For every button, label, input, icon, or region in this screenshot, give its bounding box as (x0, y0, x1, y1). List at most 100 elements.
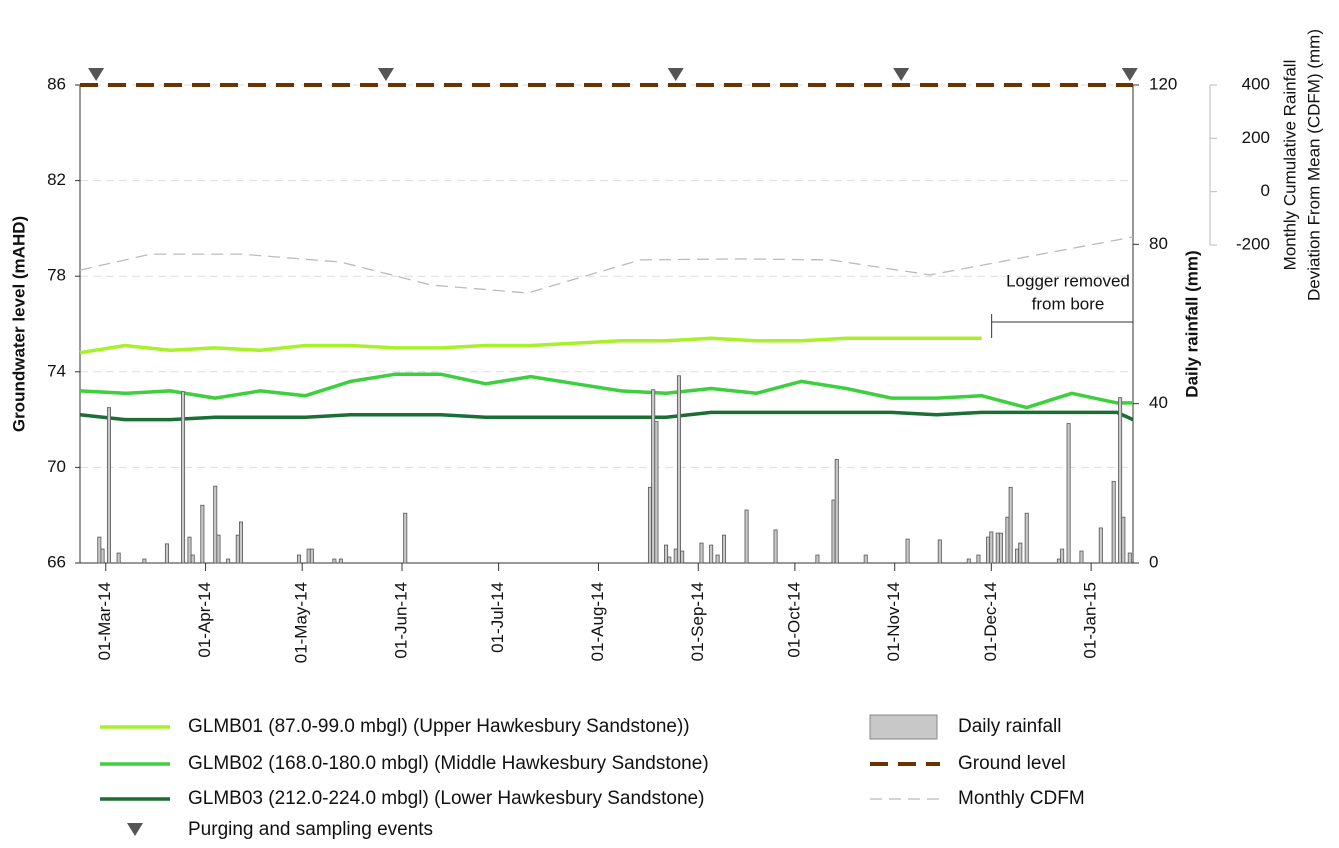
rain-bar (106, 407, 111, 564)
rain-bar (1060, 548, 1065, 564)
legend-label: GLMB02 (168.0-180.0 mbgl) (Middle Hawkes… (188, 753, 709, 774)
rain-bar (296, 554, 301, 564)
legend-label: Ground level (958, 753, 1066, 774)
event-marker (1121, 68, 1138, 81)
rain-bar (1015, 548, 1020, 564)
rain-bar (966, 558, 971, 564)
legend-swatch (869, 714, 938, 740)
y2-tick-label: 80 (1149, 234, 1168, 253)
rain-bar (309, 548, 314, 564)
rain-bar (995, 532, 1000, 564)
rain-bar (998, 532, 1003, 564)
series-line (79, 336, 982, 355)
y-tick-label: 82 (47, 170, 66, 189)
rain-bar (200, 504, 205, 564)
legend-label: Purging and sampling events (188, 819, 433, 840)
rain-bar (773, 529, 778, 564)
rain-bar (673, 548, 678, 564)
y3-axis-title: Deviation From Mean (CDFM) (mm) (1304, 29, 1323, 301)
rain-bar (1079, 550, 1084, 564)
rain-bar (1127, 552, 1132, 564)
y3-tick-label: 400 (1242, 74, 1270, 93)
rain-bar (1121, 516, 1126, 564)
x-tick-label: 01-May-14 (292, 582, 311, 663)
x-tick-label: 01-Dec-14 (981, 582, 1000, 661)
event-marker (893, 68, 910, 81)
rain-bar (905, 538, 910, 564)
rain-bar (831, 499, 836, 564)
rain-bar (142, 558, 147, 564)
y-tick-label: 78 (47, 266, 66, 285)
rain-bar (989, 531, 994, 564)
rain-bar (187, 536, 192, 564)
y3-tick-label: 0 (1261, 181, 1270, 200)
rain-bar (332, 558, 337, 564)
rain-bar (709, 544, 714, 564)
rain-bar (676, 375, 681, 564)
event-marker (377, 68, 394, 81)
rain-bar (647, 486, 652, 564)
legend-label: Daily rainfall (958, 716, 1061, 737)
x-tick-label: 01-Oct-14 (784, 582, 803, 658)
rain-bar (744, 509, 749, 564)
rain-bar (667, 556, 672, 564)
rain-bar (1118, 397, 1123, 564)
y2-tick-label: 120 (1149, 74, 1177, 93)
legend-label: Monthly CDFM (958, 788, 1085, 809)
y2-axis-title: Daily rainfall (mm) (1182, 250, 1201, 397)
rain-bar (1024, 512, 1029, 564)
y3-tick-label: 200 (1242, 128, 1270, 147)
rain-bar (338, 558, 343, 564)
annotation: from bore (1032, 294, 1105, 313)
rain-bar (190, 554, 195, 564)
x-tick-label: 01-Aug-14 (588, 582, 607, 661)
rain-bar (306, 548, 311, 564)
rain-bar (1056, 558, 1061, 564)
rain-bar (699, 542, 704, 564)
x-tick-label: 01-Nov-14 (884, 582, 903, 661)
rain-bar (863, 554, 868, 564)
rain-bar (239, 521, 244, 564)
y3-axis-title: Monthly Cumulative Rainfall (1280, 60, 1299, 271)
y-tick-label: 70 (47, 457, 66, 476)
rain-bar (1066, 423, 1071, 564)
rain-bar (164, 543, 169, 564)
rain-bar (651, 389, 656, 564)
legend-swatch (127, 823, 143, 836)
rain-bar (181, 391, 186, 564)
rain-bar (1018, 542, 1023, 564)
rain-bar (986, 536, 991, 564)
rain-bar (664, 544, 669, 564)
rain-bar (226, 558, 231, 564)
event-marker (88, 68, 105, 81)
rain-bar (937, 539, 942, 564)
rain-bar (654, 421, 659, 564)
rain-bar (235, 534, 240, 564)
y-tick-label: 66 (47, 552, 66, 571)
rain-bar (216, 534, 221, 564)
y3-tick-label: -200 (1236, 234, 1270, 253)
rain-bar (976, 554, 981, 564)
rain-bar (1005, 516, 1010, 564)
series-line (79, 372, 1133, 410)
x-tick-label: 01-Mar-14 (95, 582, 114, 660)
series-line (79, 410, 1134, 422)
x-tick-label: 01-Jan-15 (1081, 582, 1100, 659)
y2-tick-label: 40 (1149, 393, 1168, 412)
rain-bar (116, 552, 121, 564)
y-tick-label: 74 (47, 361, 66, 380)
legend-label: GLMB01 (87.0-99.0 mbgl) (Upper Hawkesbur… (188, 716, 690, 737)
x-tick-label: 01-Jun-14 (392, 582, 411, 659)
rain-bar (1008, 486, 1013, 564)
event-marker (667, 68, 684, 81)
rain-bar (1111, 480, 1116, 564)
legend-label: GLMB03 (212.0-224.0 mbgl) (Lower Hawkesb… (188, 788, 704, 809)
y2-tick-label: 0 (1149, 552, 1158, 571)
rain-bar (97, 536, 102, 564)
annotation: Logger removed (1006, 271, 1130, 290)
x-tick-label: 01-Apr-14 (195, 582, 214, 658)
y-tick-label: 86 (47, 74, 66, 93)
rain-bar (722, 534, 727, 564)
rain-bar (715, 554, 720, 564)
rain-bar (815, 554, 820, 564)
